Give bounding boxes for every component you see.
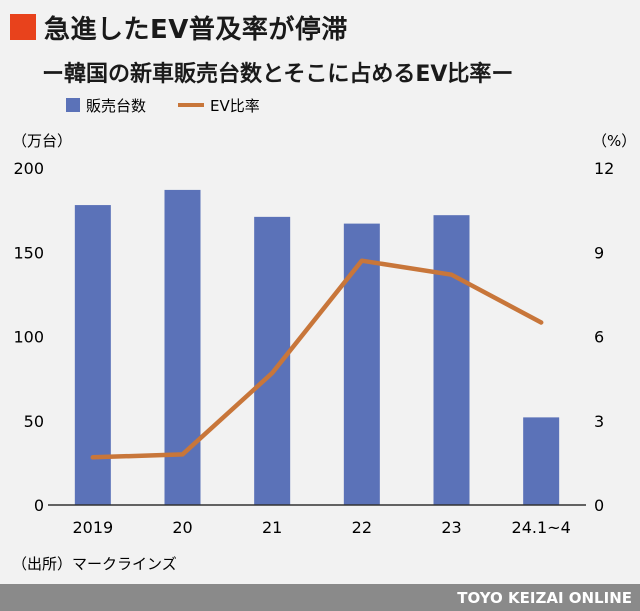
legend-swatch-bar (66, 98, 80, 112)
source-note: （出所）マークラインズ (12, 555, 177, 573)
y-right-ticks: 0 3 6 9 12 (594, 159, 614, 515)
ev-ratio-line (90, 258, 544, 460)
legend-label-bar: 販売台数 (86, 97, 146, 115)
x-tick-label: 21 (262, 518, 282, 537)
bar-21 (254, 216, 291, 506)
y-left-tick-label: 100 (13, 328, 44, 347)
bar-series (74, 189, 560, 506)
title-accent-mark (10, 14, 36, 40)
x-tick-label: 24.1~4 (512, 518, 571, 537)
y-right-tick-label: 9 (594, 243, 604, 262)
x-tick-label: 23 (441, 518, 461, 537)
bar-24.1~4 (523, 417, 560, 505)
y-right-tick-label: 6 (594, 328, 604, 347)
chart-title: 急進したEV普及率が停滞 (44, 15, 348, 45)
y-left-unit-label: （万台） (12, 132, 72, 150)
x-tick-label: 2019 (72, 518, 113, 537)
footer-bar (0, 584, 640, 611)
chart-canvas: 販売台数 EV比率 （万台） （%） 0 50 100 150 200 0 3 6 9 12 2… (12, 97, 636, 573)
y-right-tick-label: 0 (594, 496, 604, 515)
y-left-tick-label: 200 (13, 159, 44, 178)
legend-label-line: EV比率 (210, 97, 260, 115)
bar-20 (164, 189, 201, 505)
y-left-tick-label: 50 (24, 412, 44, 431)
x-tick-label: 20 (172, 518, 192, 537)
x-ticks: 2019 20 21 22 23 24.1~4 (72, 518, 570, 537)
y-right-tick-label: 12 (594, 159, 614, 178)
line-series (90, 258, 544, 460)
y-left-tick-label: 150 (13, 243, 44, 262)
bar-23 (433, 215, 470, 505)
bar-22 (343, 223, 380, 506)
x-tick-label: 22 (352, 518, 372, 537)
chart-subtitle: ー韓国の新車販売台数とそこに占めるEV比率ー (42, 62, 514, 87)
y-right-tick-label: 3 (594, 412, 604, 431)
footer-brand: TOYO KEIZAI ONLINE (457, 589, 632, 607)
legend: 販売台数 EV比率 (66, 97, 260, 115)
y-left-ticks: 0 50 100 150 200 (13, 159, 44, 515)
y-right-unit-label: （%） (592, 132, 636, 150)
bar-2019 (74, 205, 111, 505)
y-left-tick-label: 0 (34, 496, 44, 515)
